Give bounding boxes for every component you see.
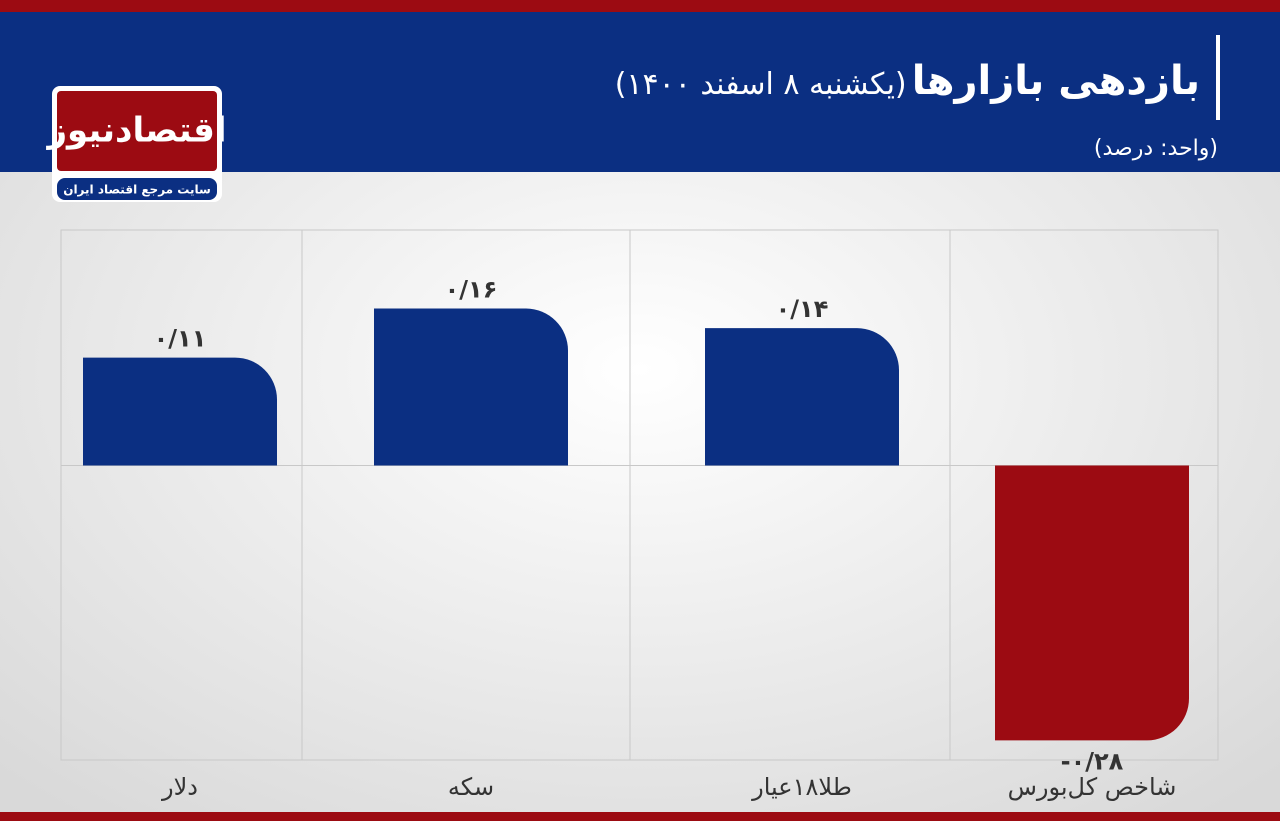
bar [374, 308, 568, 466]
logo-tagline: سایت مرجع اقتصاد ایران [63, 183, 211, 197]
value-label: ۰/۱۱ [154, 325, 207, 353]
bar [83, 357, 277, 466]
value-label: -۰/۲۸ [1061, 747, 1124, 775]
logo-tagline-bg [57, 178, 217, 200]
bar [705, 328, 899, 466]
title-divider [1216, 35, 1220, 120]
header-title: بازدهی بازارها (یکشنبه ۸ اسفند ۱۴۰۰) [615, 58, 1200, 104]
x-tick-label: شاخص کل‌بورس [1008, 773, 1177, 801]
value-label: ۰/۱۶ [445, 276, 498, 304]
logo-name: اقتصادنیوز [45, 111, 226, 151]
chart-title: بازدهی بازارها [911, 58, 1200, 104]
x-tick-label: طلا۱۸عیار [751, 773, 852, 801]
plot-frame [60, 229, 1219, 761]
x-tick-label: سکه [448, 773, 494, 801]
unit-label: (واحد: درصد) [1093, 136, 1218, 161]
bar [995, 465, 1189, 741]
bottom-strip [0, 812, 1280, 821]
logo-mark [57, 91, 217, 171]
x-tick-label: دلار [161, 773, 198, 801]
chart-subtitle: (یکشنبه ۸ اسفند ۱۴۰۰) [614, 67, 907, 102]
value-label: ۰/۱۴ [776, 295, 829, 323]
top-strip [0, 0, 1280, 12]
